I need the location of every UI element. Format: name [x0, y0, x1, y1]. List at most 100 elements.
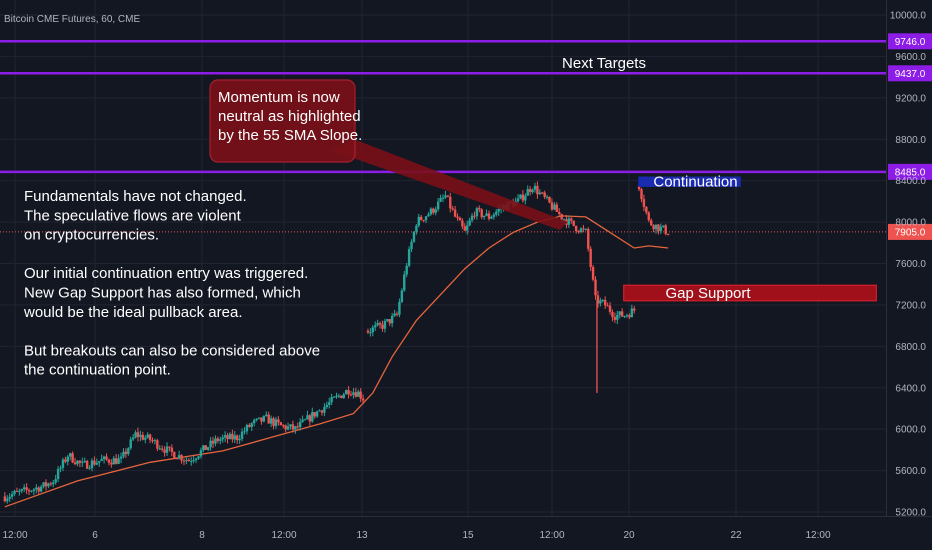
candle-body	[574, 225, 578, 232]
candle-body	[44, 482, 48, 487]
candle-body	[548, 196, 551, 203]
candle-body	[357, 391, 360, 397]
candle-body	[144, 437, 147, 440]
candle-body	[633, 308, 636, 311]
momentum-callout[interactable]: Momentum is now neutral as highlighted by …	[209, 79, 568, 230]
candle-body	[378, 322, 382, 325]
candle-body	[78, 460, 82, 463]
candle-body	[289, 424, 292, 427]
candle-body	[202, 445, 205, 451]
target-price-tag[interactable]	[888, 33, 932, 50]
price-axis[interactable]: 10000.0 9600.0 9200.0 8800.0 8400.0 8000.0 760…	[886, 0, 927, 519]
target-price-tag[interactable]	[888, 163, 932, 180]
continuation-box[interactable]	[638, 176, 741, 187]
candle-body	[306, 415, 309, 420]
horizontal-levels[interactable]: 9746.0 9437.0 8485.0 7905.0	[0, 33, 932, 240]
candle-body	[325, 404, 329, 408]
candle-body	[301, 419, 304, 422]
candle-body	[39, 486, 43, 492]
candle-body	[654, 224, 658, 230]
candle-body	[390, 315, 394, 324]
current-price-tag[interactable]	[888, 223, 932, 240]
candle-body	[630, 308, 634, 318]
candle-body	[366, 330, 370, 333]
candle-body	[461, 220, 464, 227]
candle-body	[267, 414, 270, 424]
candle-body	[117, 458, 120, 464]
candle-body	[95, 462, 99, 465]
candle-body	[475, 208, 479, 217]
candle-body	[252, 420, 256, 424]
candle-body	[444, 195, 447, 198]
candle-body	[606, 305, 609, 307]
y-tick-label: 6000.0	[895, 425, 926, 436]
note-line: on cryptocurrencies.	[24, 227, 159, 244]
candle-body	[478, 208, 481, 210]
callout-box[interactable]	[209, 79, 356, 163]
candle-body	[182, 460, 186, 462]
candle-body	[100, 458, 103, 461]
candle-body	[541, 192, 544, 194]
candle-body	[313, 412, 316, 417]
candle-body	[209, 440, 212, 448]
candle-body	[434, 209, 437, 213]
candle-body	[56, 468, 60, 480]
candle-body	[257, 417, 261, 419]
candle-body	[148, 434, 152, 441]
candle-body	[432, 208, 435, 213]
note-line: Our initial continuation entry was trigg…	[24, 265, 308, 282]
candle-body	[555, 204, 558, 212]
candle-body	[274, 419, 278, 426]
candle-body	[102, 456, 106, 459]
candle-body	[127, 448, 130, 454]
y-tick-label: 5600.0	[895, 466, 926, 477]
candle-body	[640, 189, 643, 200]
candle-body	[328, 402, 331, 405]
candle-body	[400, 290, 404, 302]
candle-body	[107, 459, 111, 463]
candle-body	[73, 462, 77, 465]
target-price-tag[interactable]	[888, 65, 932, 82]
candle-body	[250, 423, 253, 427]
candle-body	[194, 458, 198, 461]
candle-body	[6, 498, 9, 502]
candle-body	[666, 233, 670, 235]
candle-body	[54, 479, 57, 483]
time-axis[interactable]: 12:00 6 8 12:00 13 15 12:00 20 22 12:00	[0, 516, 932, 542]
candle-body	[662, 225, 665, 227]
candle-body	[412, 231, 416, 242]
candle-body	[361, 398, 365, 401]
candle-body	[533, 185, 537, 190]
candle-body	[320, 410, 324, 413]
candle-body	[3, 496, 7, 502]
candle-body	[294, 426, 297, 430]
candle-body	[582, 228, 585, 230]
callout-text-line: neutral as highlighted	[218, 108, 361, 125]
candle-body	[318, 410, 321, 412]
candle-body	[395, 313, 399, 315]
candle-body	[603, 299, 607, 306]
candle-body	[383, 320, 387, 329]
candle-body	[42, 482, 45, 487]
candle-body	[657, 224, 660, 232]
annotation-boxes[interactable]: Gap Support Continuation	[623, 174, 877, 302]
candle-body	[439, 197, 442, 202]
candle-body	[146, 434, 149, 438]
candle-body	[422, 220, 425, 222]
candle-body	[206, 447, 210, 450]
candle-body	[637, 185, 641, 190]
candle-body	[180, 455, 183, 461]
candle-body	[572, 220, 575, 226]
gap-support-zone[interactable]	[623, 284, 877, 302]
candle-body	[282, 425, 285, 427]
candle-body	[90, 460, 94, 469]
candle-body	[340, 395, 343, 399]
candle-body	[386, 319, 389, 321]
y-tick-label: 7600.0	[895, 259, 926, 270]
candle-body	[470, 215, 474, 221]
y-tick-label: 9600.0	[895, 52, 926, 63]
candle-body	[311, 412, 314, 422]
candle-body	[136, 432, 140, 437]
candle-body	[591, 266, 595, 280]
